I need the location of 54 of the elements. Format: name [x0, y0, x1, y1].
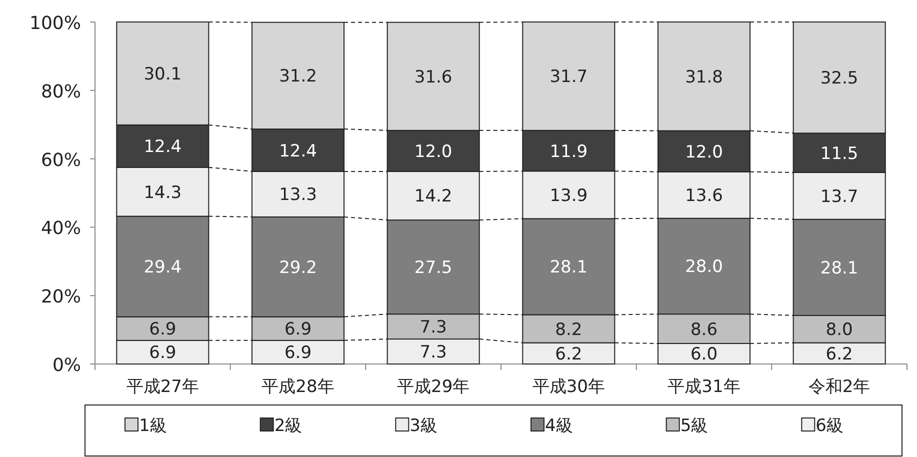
y-tick-label: 20% [40, 286, 81, 308]
data-label: 6.9 [284, 320, 312, 340]
data-label: 7.3 [420, 342, 447, 363]
data-label: 7.3 [420, 318, 447, 338]
legend-label: 1級 [139, 416, 167, 436]
data-label: 31.6 [414, 67, 452, 88]
data-label: 8.6 [690, 320, 718, 340]
data-label: 8.2 [555, 320, 582, 340]
y-tick-label: 40% [40, 218, 81, 240]
data-label: 8.0 [826, 320, 853, 340]
data-label: 6.9 [149, 343, 176, 364]
data-label: 32.5 [820, 68, 858, 89]
x-tick-label: 平成28年 [262, 377, 334, 397]
legend-label: 3級 [410, 416, 438, 436]
data-label: 28.0 [685, 257, 723, 278]
x-tick-label: 平成31年 [668, 377, 740, 397]
x-tick-label: 平成29年 [397, 377, 470, 397]
data-label: 29.4 [144, 258, 182, 278]
y-tick-label: 60% [40, 150, 81, 171]
data-label: 31.7 [550, 67, 588, 88]
data-label: 12.0 [414, 142, 452, 162]
data-label: 14.2 [414, 186, 452, 207]
data-label: 13.7 [820, 186, 858, 207]
data-label: 6.0 [690, 344, 718, 365]
legend-label: 5級 [680, 416, 708, 436]
data-label: 11.9 [550, 142, 588, 162]
x-tick-label: 平成27年 [126, 377, 199, 397]
y-tick-label: 0% [52, 355, 81, 376]
data-label: 28.1 [820, 258, 858, 278]
y-tick-label: 80% [40, 81, 81, 102]
data-label: 31.8 [685, 67, 723, 88]
data-label: 12.4 [279, 141, 317, 162]
data-label: 11.5 [820, 144, 858, 164]
data-label: 6.2 [826, 344, 853, 364]
x-tick-label: 平成30年 [532, 377, 605, 397]
data-label: 12.0 [685, 142, 723, 162]
legend-label: 6級 [816, 416, 844, 436]
data-label: 6.9 [149, 320, 176, 340]
y-tick-label: 100% [30, 13, 81, 34]
data-label: 28.1 [550, 258, 588, 278]
data-label: 13.9 [550, 186, 588, 206]
data-label: 6.9 [284, 343, 312, 364]
data-label: 12.4 [144, 137, 182, 158]
data-label: 13.6 [685, 186, 723, 206]
data-label: 29.2 [279, 258, 317, 278]
x-tick-label: 令和2年 [808, 377, 870, 397]
legend-label: 2級 [274, 416, 302, 436]
data-label: 27.5 [414, 258, 452, 278]
data-label: 14.3 [144, 182, 182, 203]
data-label: 13.3 [279, 185, 317, 206]
data-label: 6.2 [555, 344, 582, 364]
data-label: 30.1 [144, 64, 182, 84]
data-label: 31.2 [279, 66, 317, 87]
legend-label: 4級 [545, 416, 573, 436]
